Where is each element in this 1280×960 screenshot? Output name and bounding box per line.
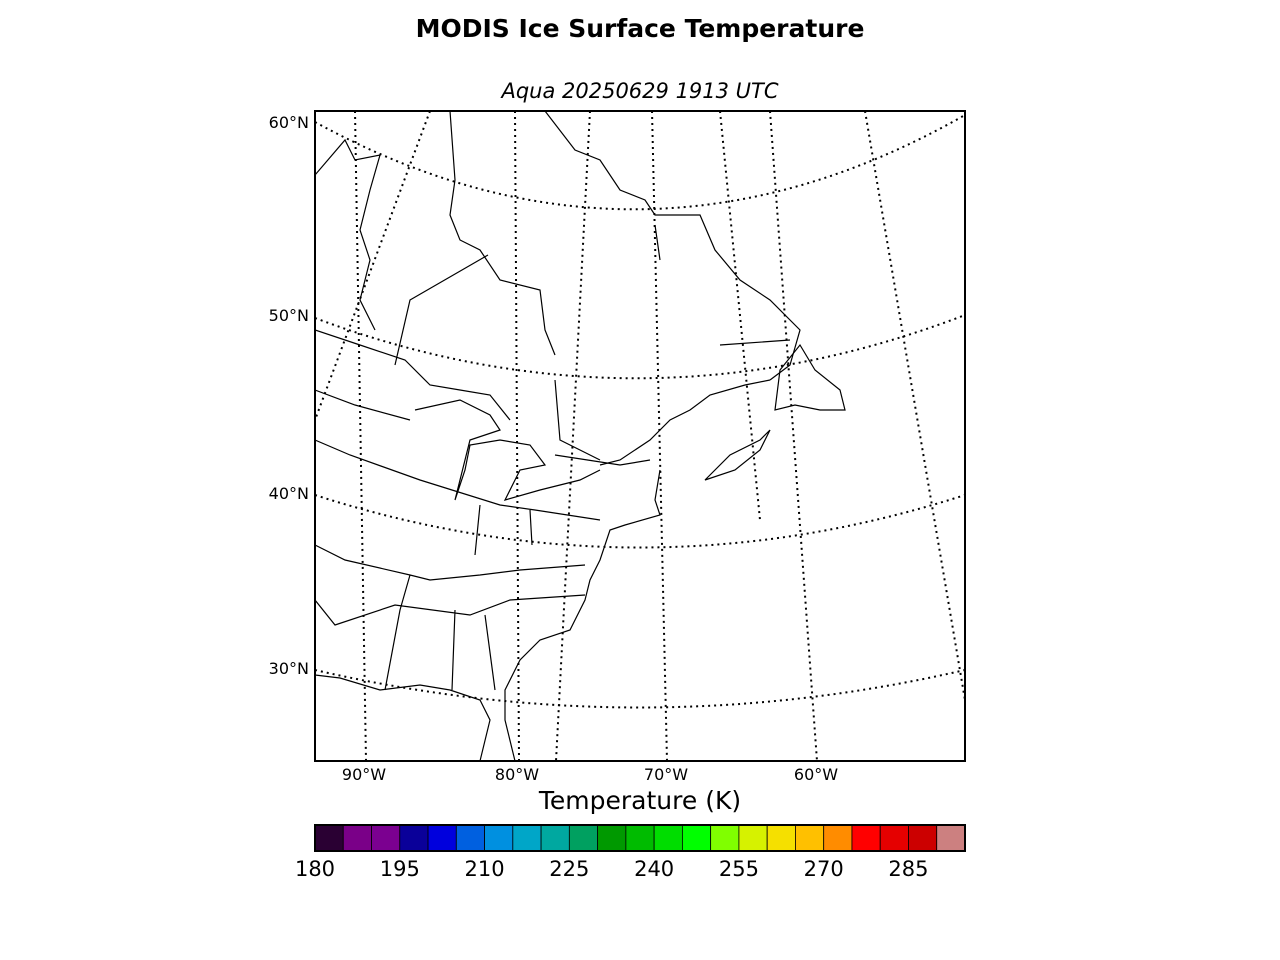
- colorbar-tick-label: 240: [634, 857, 674, 881]
- colorbar-segment: [597, 824, 627, 852]
- parallel-40n: [315, 494, 965, 549]
- latitude-labels: 60°N 50°N 40°N 30°N: [269, 113, 309, 678]
- canada-us-border: [315, 329, 651, 466]
- chart-title: MODIS Ice Surface Temperature: [415, 14, 865, 43]
- colorbar-segment: [681, 824, 712, 852]
- colorbar-label: Temperature (K): [538, 786, 742, 815]
- lon-label-80: 80°W: [495, 765, 539, 784]
- colorbar-segment: [399, 824, 429, 852]
- colorbar-segment: [568, 824, 599, 852]
- colorbar-segment: [427, 824, 457, 852]
- colorbar-segment: [314, 824, 344, 852]
- colorbar-frame: [314, 824, 966, 852]
- colorbar-tick-label: 225: [549, 857, 589, 881]
- coastlines: [315, 111, 846, 761]
- lat-label-30: 30°N: [269, 659, 309, 678]
- lat-label-50: 50°N: [269, 306, 309, 325]
- colorbar-segment: [625, 824, 655, 852]
- lon-label-70: 70°W: [644, 765, 688, 784]
- meridian-60w: [769, 111, 818, 761]
- map-area: [315, 111, 965, 761]
- colorbar-segment: [851, 824, 881, 852]
- meridian-95w: [315, 111, 431, 421]
- state-borders: [315, 389, 601, 691]
- meridian-90w: [354, 111, 367, 761]
- colorbar-segment: [908, 824, 938, 852]
- meridian-65w: [719, 111, 761, 521]
- colorbar-tick-label: 255: [719, 857, 759, 881]
- gulf-coast: [315, 674, 491, 761]
- colorbar-tick-label: 285: [888, 857, 928, 881]
- hudson-bay-coast: [315, 138, 381, 331]
- meridian-70w: [651, 111, 668, 761]
- gulf-st-lawrence: [599, 379, 771, 466]
- colorbar-segment: [342, 824, 372, 852]
- colorbar: [314, 824, 966, 852]
- meridian-55w: [864, 111, 965, 701]
- colorbar-segment: [766, 824, 796, 852]
- graticule: [315, 111, 965, 761]
- labrador-coast: [544, 111, 801, 381]
- colorbar-segment: [738, 824, 768, 852]
- parallel-50n: [315, 314, 965, 380]
- colorbar-ticks: 180 195 210 225 240 255 270 285: [295, 857, 929, 881]
- great-lakes: [414, 399, 601, 501]
- james-bay-coast: [449, 111, 556, 356]
- quebec-labrador-border: [394, 224, 791, 461]
- colorbar-tick-label: 210: [465, 857, 505, 881]
- parallel-30n: [315, 669, 965, 709]
- colorbar-segment: [936, 824, 966, 852]
- colorbar-segment: [795, 824, 825, 852]
- colorbar-tick-label: 270: [804, 857, 844, 881]
- colorbar-segment: [455, 824, 485, 852]
- colorbar-tick-label: 195: [380, 857, 420, 881]
- lat-label-60: 60°N: [269, 113, 309, 132]
- meridian-75w: [555, 111, 591, 761]
- colorbar-segment: [823, 824, 853, 852]
- colorbar-segment: [653, 824, 683, 852]
- nova-scotia: [704, 429, 771, 481]
- newfoundland: [774, 343, 846, 411]
- colorbar-segment: [879, 824, 909, 852]
- chart-subtitle: Aqua 20250629 1913 UTC: [501, 79, 779, 103]
- colorbar-segment: [484, 824, 514, 852]
- map-frame: [314, 110, 966, 762]
- colorbar-segment: [540, 824, 570, 852]
- colorbar-segment: [512, 824, 542, 852]
- colorbar-tick-label: 180: [295, 857, 335, 881]
- lat-label-40: 40°N: [269, 484, 309, 503]
- east-coast: [504, 469, 661, 761]
- longitude-labels: 90°W 80°W 70°W 60°W: [342, 765, 838, 784]
- lon-label-60: 60°W: [794, 765, 838, 784]
- lon-label-90: 90°W: [342, 765, 386, 784]
- colorbar-segment: [371, 824, 401, 852]
- colorbar-segment: [710, 824, 740, 852]
- meridian-80w: [514, 111, 520, 761]
